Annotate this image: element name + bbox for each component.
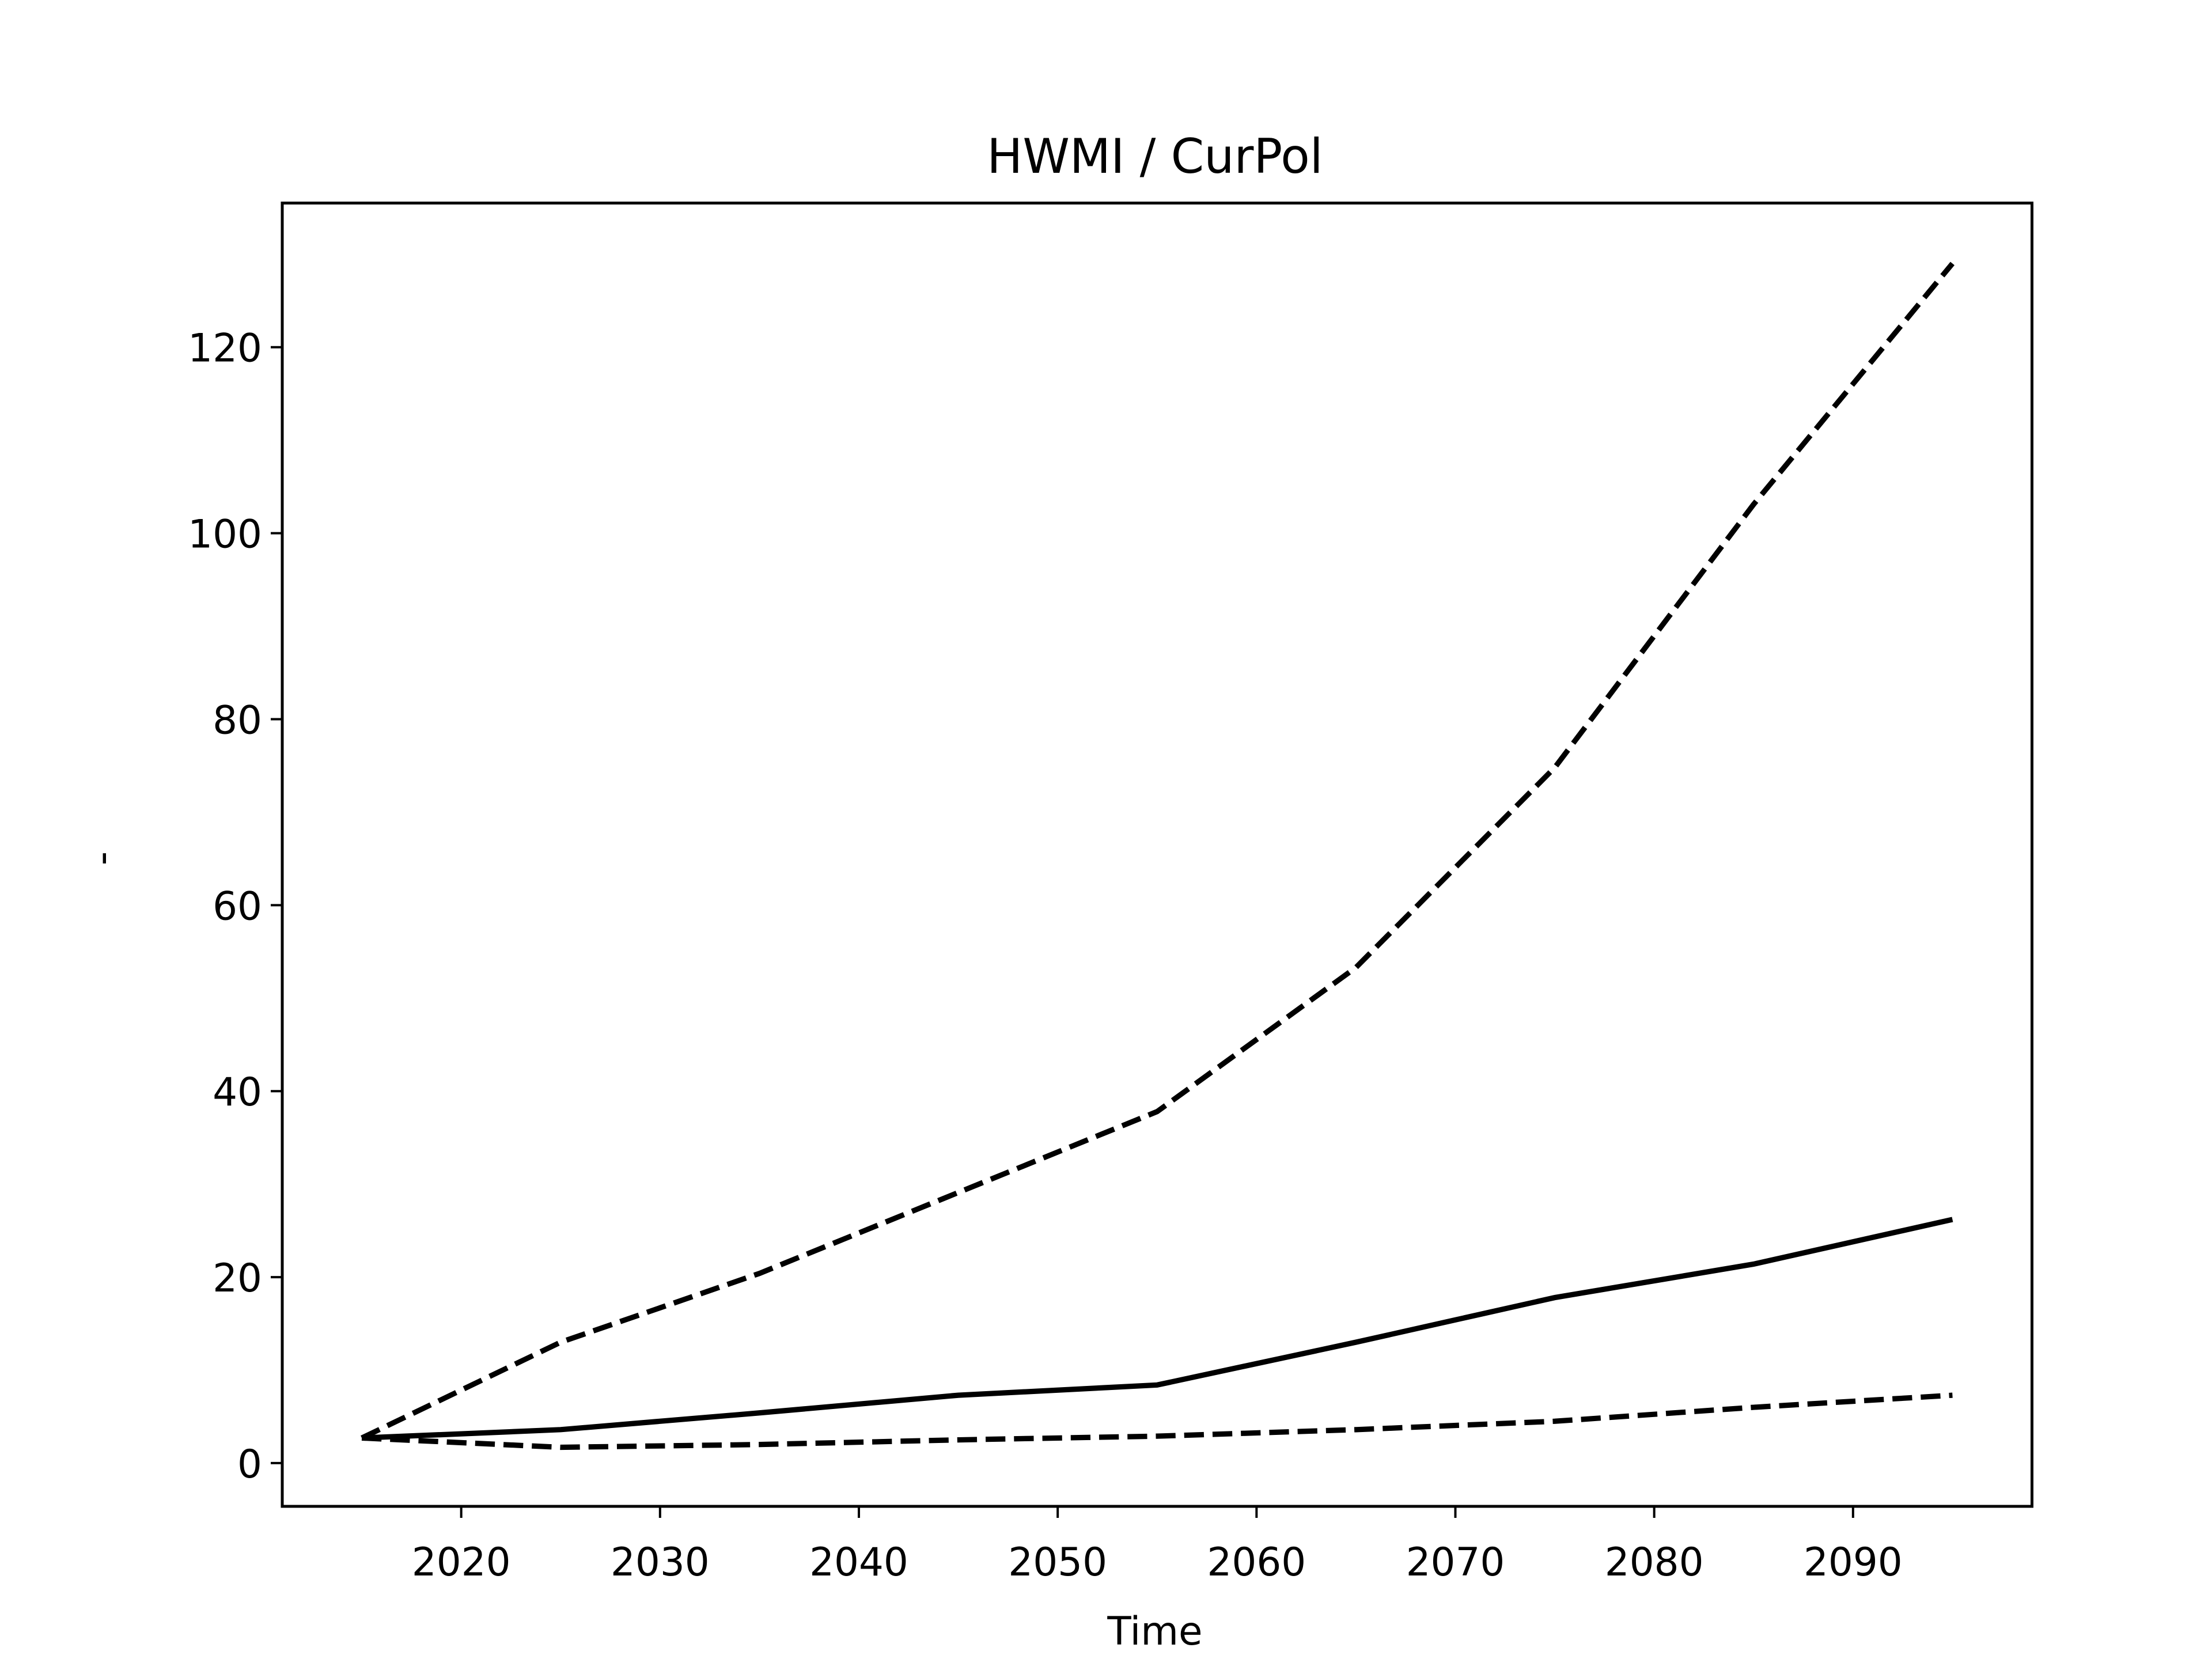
y-axis-label: - [79, 851, 124, 865]
y-tick-label: 20 [213, 1255, 262, 1301]
x-tick-label: 2090 [1804, 1539, 1903, 1585]
plot-frame [281, 202, 2033, 1508]
chart-title: HWMI / CurPol [987, 129, 1323, 184]
y-tick-label: 40 [213, 1069, 262, 1115]
y-tick-label: 80 [213, 697, 262, 743]
y-tick-label: 60 [213, 883, 262, 929]
series-line [361, 1392, 1953, 1450]
x-tick-label: 2050 [1008, 1539, 1107, 1585]
y-tick-label: 120 [188, 325, 262, 371]
y-tick-label: 100 [188, 512, 262, 557]
x-tick-label: 2020 [412, 1539, 511, 1585]
y-tick-label: 0 [237, 1441, 262, 1487]
x-tick-label: 2030 [611, 1539, 710, 1585]
x-tick-label: 2070 [1406, 1539, 1505, 1585]
series-line [361, 1217, 1953, 1441]
series-line [361, 262, 1955, 1441]
x-tick-label: 2080 [1605, 1539, 1704, 1585]
x-axis-label: Time [1107, 1608, 1202, 1654]
x-tick-label: 2040 [809, 1539, 908, 1585]
x-tick-label: 2060 [1207, 1539, 1306, 1585]
